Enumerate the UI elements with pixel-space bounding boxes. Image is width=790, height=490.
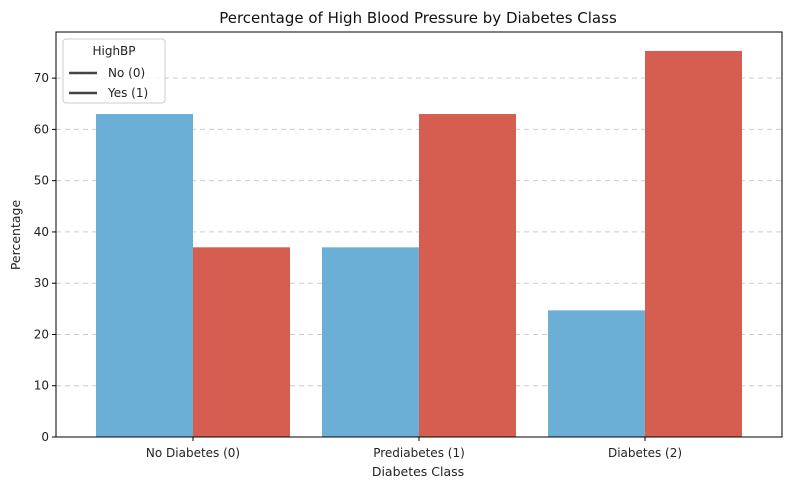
x-tick-label-0: No Diabetes (0) xyxy=(146,446,240,460)
y-tick-label-2: 20 xyxy=(34,327,49,341)
y-tick-label-4: 40 xyxy=(34,225,49,239)
y-tick-label-5: 50 xyxy=(34,174,49,188)
y-ticks: 0 10 20 30 40 50 60 70 xyxy=(34,71,56,444)
y-tick-label-7: 70 xyxy=(34,71,49,85)
bar-no-1 xyxy=(322,247,419,437)
legend-entry-no: No (0) xyxy=(108,66,145,80)
x-tick-label-1: Prediabetes (1) xyxy=(373,446,465,460)
y-tick-label-6: 60 xyxy=(34,122,49,136)
x-tick-label-2: Diabetes (2) xyxy=(608,446,682,460)
chart-title: Percentage of High Blood Pressure by Dia… xyxy=(219,9,617,27)
bars xyxy=(96,50,742,437)
bar-yes-0 xyxy=(193,247,290,437)
bar-no-0 xyxy=(96,114,193,437)
y-tick-label-0: 0 xyxy=(41,430,49,444)
y-tick-label-1: 10 xyxy=(34,379,49,393)
y-axis-label: Percentage xyxy=(8,200,23,271)
legend-box xyxy=(62,38,166,104)
x-ticks: No Diabetes (0) Prediabetes (1) Diabetes (… xyxy=(146,437,682,460)
bar-no-2 xyxy=(548,310,645,437)
legend: HighBP No (0) Yes (1) xyxy=(62,38,166,104)
bar-yes-2 xyxy=(645,50,742,437)
bar-yes-1 xyxy=(419,114,516,437)
legend-title: HighBP xyxy=(92,44,135,58)
x-axis-label: Diabetes Class xyxy=(372,464,464,479)
y-tick-label-3: 30 xyxy=(34,276,49,290)
legend-entry-yes: Yes (1) xyxy=(107,86,148,100)
